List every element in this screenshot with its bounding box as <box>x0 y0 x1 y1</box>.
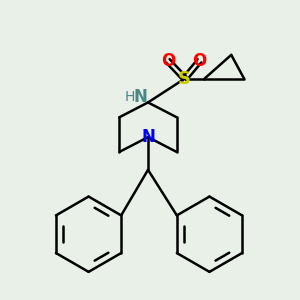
Text: H: H <box>125 91 135 104</box>
Text: S: S <box>178 70 191 88</box>
Text: N: N <box>141 128 155 146</box>
Text: N: N <box>133 88 147 106</box>
Text: O: O <box>192 52 207 70</box>
Text: O: O <box>161 52 175 70</box>
